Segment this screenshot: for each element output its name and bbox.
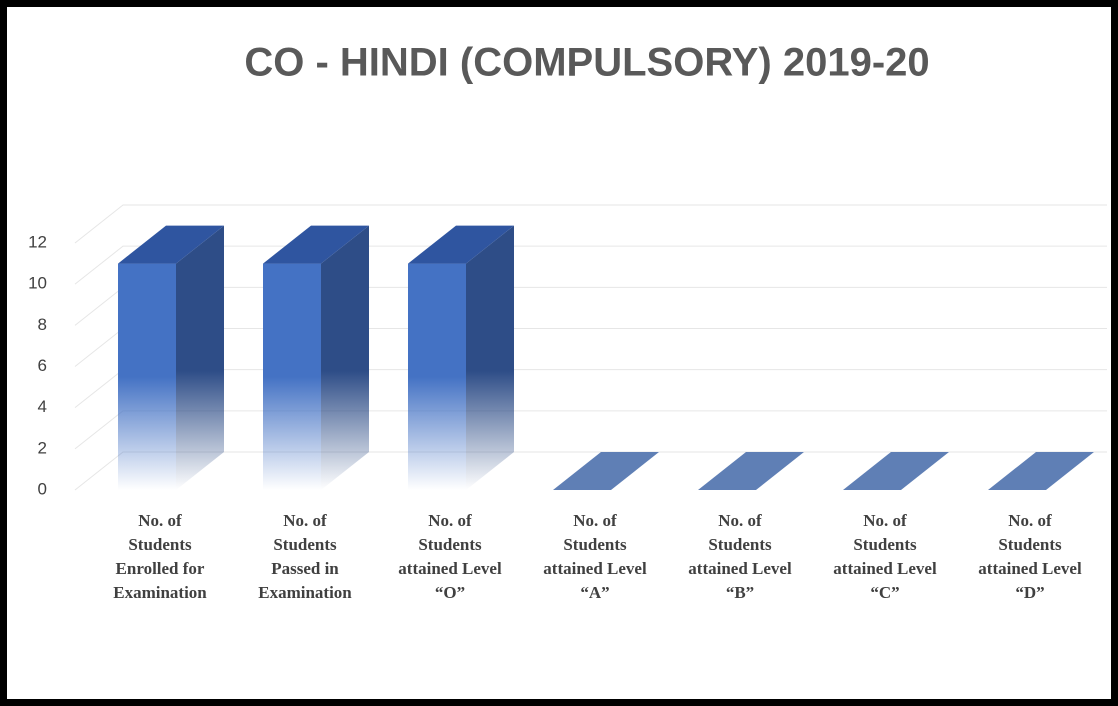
- x-tick-label: No. of Students attained Level “D”: [978, 511, 1082, 602]
- grid-line: [74, 245, 1107, 285]
- grid-line: [74, 369, 1107, 409]
- x-tick-label: No. of Students attained Level “B”: [688, 511, 792, 602]
- bar-top: [118, 225, 224, 264]
- x-tick-label: No. of Students Enrolled for Examination: [113, 511, 207, 602]
- bar-front: [263, 263, 321, 490]
- y-tick-label: 0: [38, 479, 47, 498]
- bar: [408, 225, 514, 491]
- x-tick-label: No. of Students attained Level “A”: [543, 511, 647, 602]
- bar-front: [408, 263, 466, 490]
- grid-line: [74, 328, 1107, 367]
- bar: [263, 225, 369, 491]
- bar-top: [263, 225, 369, 264]
- bar: [118, 225, 224, 491]
- bar-side: [321, 225, 369, 491]
- y-tick-label: 8: [38, 315, 47, 334]
- y-tick-label: 2: [38, 438, 47, 457]
- grid-line: [74, 204, 1107, 244]
- bar: [698, 452, 804, 490]
- bar-top: [553, 452, 659, 490]
- bar-top: [408, 225, 514, 264]
- y-tick-label: 12: [28, 232, 47, 251]
- chart: CO - HINDI (COMPULSORY) 2019-20 0 2 4 6 8 10 1…: [28, 41, 1107, 498]
- bar: [988, 452, 1094, 490]
- y-tick-label: 4: [38, 397, 47, 416]
- bar-side: [466, 225, 514, 491]
- grid-line: [74, 286, 1107, 326]
- chart-title: CO - HINDI (COMPULSORY) 2019-20: [244, 41, 929, 85]
- x-tick-label: No. of Students Passed in Examination: [258, 511, 352, 602]
- bar: [843, 452, 949, 490]
- bar-front: [118, 263, 176, 490]
- bar: [553, 452, 659, 490]
- bar-top: [698, 452, 804, 490]
- bar-top: [988, 452, 1094, 490]
- x-tick-label: No. of Students attained Level “O”: [398, 511, 502, 602]
- bar-side: [176, 225, 224, 491]
- bar-top: [843, 452, 949, 490]
- grid-line: [74, 410, 1107, 450]
- x-tick-label: No. of Students attained Level “C”: [833, 511, 937, 602]
- y-tick-label: 10: [28, 274, 47, 293]
- y-tick-label: 6: [38, 356, 47, 375]
